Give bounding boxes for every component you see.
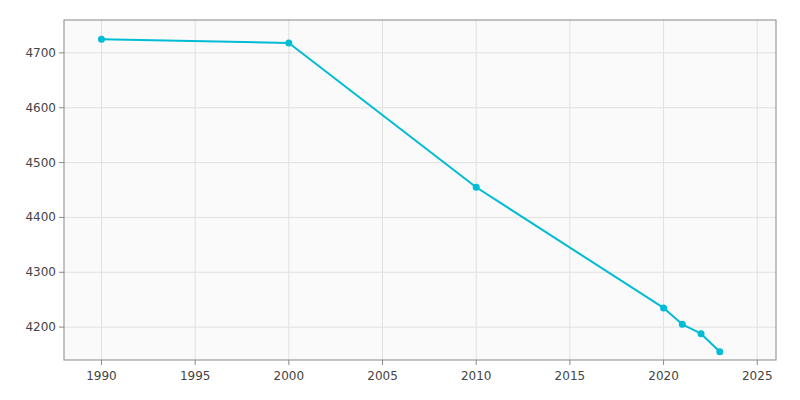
y-tick (59, 272, 64, 273)
chart-container: 4200 4300 4400 4500 4600 4700 1990 1995 2000 2005… (0, 0, 800, 400)
point (716, 348, 723, 355)
x-tick-label: 2020 (648, 369, 679, 383)
x-tick (476, 360, 477, 365)
y-tick-label: 4500 (25, 156, 56, 170)
x-grid-line (288, 20, 289, 360)
grid (64, 20, 776, 360)
point (698, 330, 705, 337)
x-tick-label: 2025 (742, 369, 773, 383)
y-tick (59, 107, 64, 108)
y-tick (59, 52, 64, 53)
data-series (98, 36, 723, 356)
x-tick-label: 1990 (86, 369, 117, 383)
chart-svg: 4200 4300 4400 4500 4600 4700 1990 1995 2000 2005… (0, 0, 800, 400)
y-tick-label: 4300 (25, 265, 56, 279)
y-tick-label: 4600 (25, 101, 56, 115)
plot-background (64, 20, 776, 360)
y-tick-label: 4700 (25, 46, 56, 60)
x-tick (663, 360, 664, 365)
x-grid-line (569, 20, 570, 360)
point (660, 304, 667, 311)
x-tick-label: 2005 (367, 369, 398, 383)
y-grid-line (64, 327, 776, 328)
y-tick-label: 4200 (25, 320, 56, 334)
x-grid-line (101, 20, 102, 360)
y-grid-line (64, 162, 776, 163)
y-grid-line (64, 107, 776, 108)
x-grid-line (195, 20, 196, 360)
y-tick-label: 4400 (25, 210, 56, 224)
x-tick-label: 1995 (180, 369, 211, 383)
point (285, 40, 292, 47)
plot-frame (64, 20, 776, 360)
y-tick (59, 327, 64, 328)
point (473, 184, 480, 191)
x-tick (101, 360, 102, 365)
y-tick (59, 162, 64, 163)
x-tick-label: 2000 (274, 369, 305, 383)
point (679, 321, 686, 328)
y-grid-line (64, 272, 776, 273)
axes: 4200 4300 4400 4500 4600 4700 1990 1995 2000 2005… (25, 20, 776, 383)
point (98, 36, 105, 43)
x-tick (382, 360, 383, 365)
x-tick (195, 360, 196, 365)
x-tick (569, 360, 570, 365)
x-tick (757, 360, 758, 365)
x-grid-line (757, 20, 758, 360)
x-tick-label: 2015 (555, 369, 586, 383)
x-tick (288, 360, 289, 365)
y-grid-line (64, 217, 776, 218)
x-tick-label: 2010 (461, 369, 492, 383)
x-grid-line (382, 20, 383, 360)
y-tick (59, 217, 64, 218)
line (101, 39, 719, 352)
y-grid-line (64, 52, 776, 53)
